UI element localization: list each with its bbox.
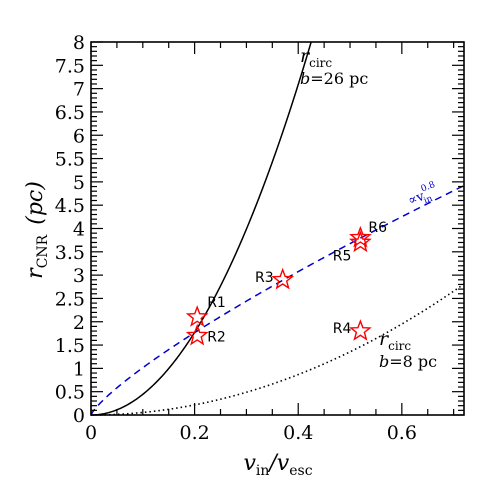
y-tick-label: 7	[73, 79, 85, 101]
svg-text:b=8 pc: b=8 pc	[379, 352, 437, 371]
y-tick-label: 0	[73, 405, 85, 427]
star-marker-r5	[348, 230, 372, 253]
svg-text:rcirc: rcirc	[379, 328, 411, 353]
curve-solid	[90, 41, 312, 416]
bottom-curve-annotation: rcirc b=8 pc	[379, 328, 437, 371]
y-tick-label: 4	[73, 219, 85, 241]
y-tick-label: 3.5	[55, 242, 85, 264]
top-curve-annotation: rcirc b=26 pc	[300, 45, 368, 88]
y-tick-label: 2.5	[55, 288, 85, 310]
y-axis-label: rCNR(pc)	[23, 181, 51, 279]
point-label-r4: R4	[333, 321, 352, 337]
y-tick-label: 1	[73, 358, 85, 380]
x-axis-label: vin/vesc	[243, 451, 312, 479]
x-tick-label: 0	[85, 422, 97, 444]
curve-dashed	[90, 184, 465, 416]
point-label-r6: R6	[368, 220, 387, 236]
point-label-r2: R2	[207, 330, 226, 346]
star-marker-r2	[185, 323, 209, 346]
y-tick-label: 6.5	[55, 102, 85, 124]
y-tick-label: 3	[73, 265, 85, 287]
fit-annotation: ∝v0.8in	[405, 180, 442, 212]
y-tick-label: 5.5	[55, 149, 85, 171]
point-label-r5: R5	[333, 248, 352, 264]
x-tick-label: 0.6	[387, 422, 417, 444]
x-tick-label: 0.4	[283, 422, 313, 444]
svg-text:rcirc: rcirc	[300, 45, 332, 70]
star-marker-r6	[348, 225, 372, 248]
x-tick-label: 0.2	[180, 422, 210, 444]
y-tick-label: 7.5	[55, 55, 85, 77]
y-tick-label: 2	[73, 312, 85, 334]
y-tick-label: 1.5	[55, 335, 85, 357]
star-marker-r3	[271, 267, 295, 290]
y-tick-label: 8	[73, 32, 85, 54]
y-tick-label: 6	[73, 125, 85, 147]
star-marker-r4	[348, 319, 372, 341]
y-tick-label: 5	[73, 172, 85, 194]
points-layer: R1 R2 R3 R4 R5 R6	[185, 220, 387, 346]
point-label-r3: R3	[255, 270, 274, 286]
svg-text:rCNR(pc): rCNR(pc)	[23, 181, 51, 279]
point-label-r1: R1	[207, 295, 226, 311]
svg-text:b=26 pc: b=26 pc	[300, 69, 368, 88]
star-marker-r1	[185, 305, 209, 327]
curve-dotted	[91, 283, 465, 416]
y-tick-label: 0.5	[55, 382, 85, 404]
svg-text:∝v0.8in: ∝v0.8in	[405, 180, 442, 212]
y-tick-label: 4.5	[55, 195, 85, 217]
ticks-layer: 0 0.2 0.4 0.6 00.511.522.533.544.555.566.577…	[55, 32, 464, 444]
